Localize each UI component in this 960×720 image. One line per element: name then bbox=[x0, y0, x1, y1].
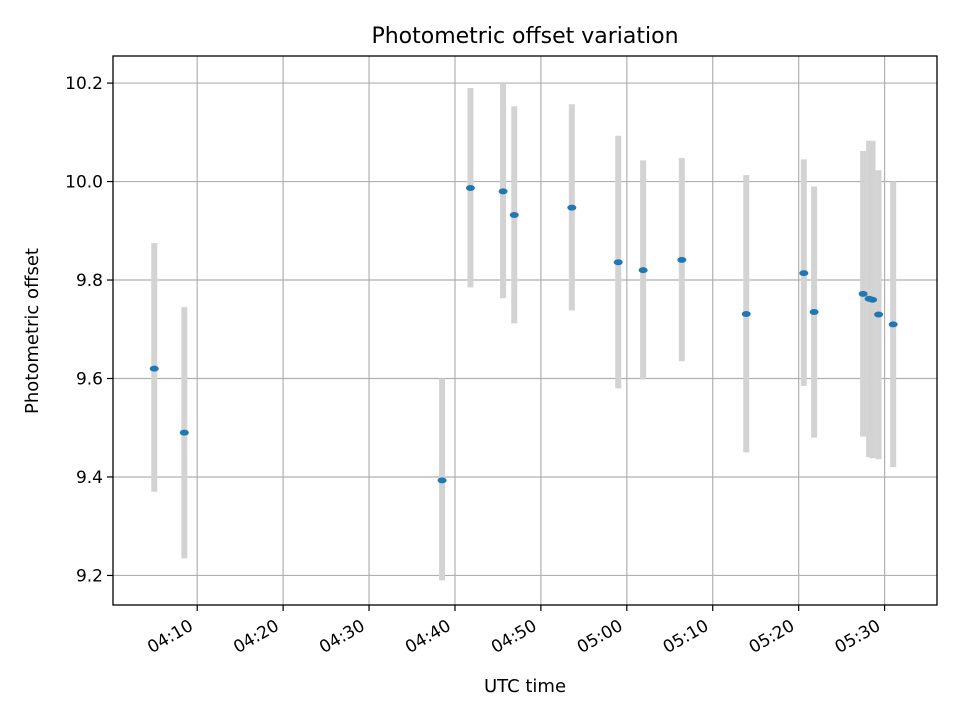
data-point bbox=[874, 311, 884, 318]
x-axis-label: UTC time bbox=[484, 676, 566, 697]
y-axis-label: Photometric offset bbox=[22, 248, 43, 414]
data-point bbox=[888, 321, 898, 328]
y-tick-label: 9.2 bbox=[76, 566, 103, 586]
data-point bbox=[799, 270, 809, 277]
data-point bbox=[509, 212, 519, 219]
y-tick-label: 9.6 bbox=[76, 370, 103, 390]
data-point bbox=[809, 309, 819, 316]
data-point bbox=[868, 296, 878, 303]
y-tick-label: 10.2 bbox=[65, 74, 103, 94]
data-point bbox=[567, 204, 577, 211]
data-point bbox=[613, 259, 623, 266]
data-point bbox=[465, 184, 475, 191]
chart-title: Photometric offset variation bbox=[371, 24, 678, 49]
data-point bbox=[741, 311, 751, 318]
data-point bbox=[498, 188, 508, 195]
data-point bbox=[179, 429, 189, 436]
data-point bbox=[638, 267, 648, 274]
axes-frame bbox=[112, 55, 938, 606]
data-point bbox=[677, 256, 687, 263]
plot-background bbox=[113, 56, 937, 605]
plot-area: 04:10 04:20 04:30 04:40 04:50 05:00 05:10 05:20… bbox=[65, 55, 938, 658]
y-tick-label: 9.4 bbox=[76, 468, 103, 488]
data-point bbox=[858, 290, 868, 297]
y-tick-label: 10.0 bbox=[65, 173, 103, 193]
data-point bbox=[437, 477, 447, 484]
y-tick-label: 9.8 bbox=[76, 271, 103, 291]
data-point bbox=[149, 365, 159, 372]
